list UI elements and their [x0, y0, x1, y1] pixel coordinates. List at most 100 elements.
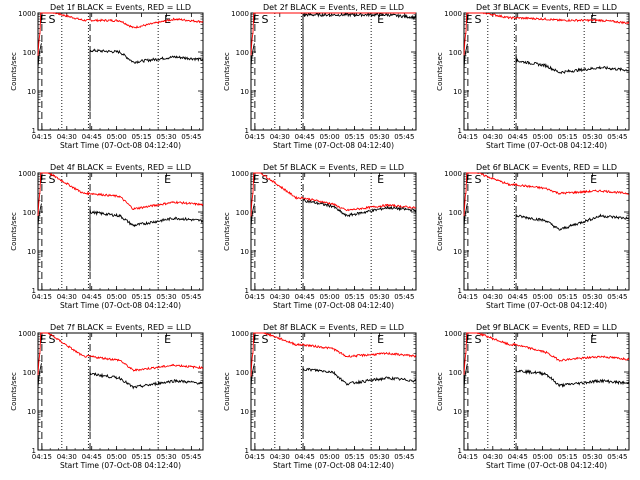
- event-marker-label: S: [262, 173, 269, 186]
- series-events-line: [302, 198, 417, 272]
- x-tick-label: 05:30: [156, 133, 176, 141]
- x-tick-label: 05:00: [320, 293, 340, 301]
- panel-title: Det 9f BLACK = Events, RED = LLD: [476, 323, 617, 332]
- x-tick-label: 04:30: [483, 453, 503, 461]
- x-tick-label: 05:15: [131, 133, 151, 141]
- y-tick-label: 1: [32, 447, 36, 455]
- series-events-line-pre: [463, 203, 468, 228]
- event-marker-label: E: [40, 333, 47, 346]
- panel-5: Det 5f BLACK = Events, RED = LLD 1 10 100 10…: [223, 163, 417, 310]
- y-tick-label: 100: [23, 49, 36, 57]
- panel-title: Det 4f BLACK = Events, RED = LLD: [50, 163, 191, 172]
- series-lld-line: [250, 332, 417, 377]
- y-tick-label: 10: [453, 248, 462, 256]
- y-tick-label: 1000: [18, 10, 36, 18]
- x-tick-label: 05:45: [394, 133, 414, 141]
- x-tick-label: 04:15: [245, 293, 265, 301]
- panel-title: Det 1f BLACK = Events, RED = LLD: [50, 3, 191, 12]
- series-events-line: [515, 53, 630, 112]
- y-axis-label: Counts/sec: [10, 52, 18, 91]
- series-events-line-pre: [250, 203, 255, 228]
- x-axis-label: Start Time (07-Oct-08 04:12:40): [486, 461, 607, 470]
- y-axis-label: Counts/sec: [436, 52, 444, 91]
- x-tick-label: 05:45: [394, 453, 414, 461]
- series-events-line-pre: [37, 203, 42, 227]
- event-marker-label: S: [49, 173, 56, 186]
- event-marker-label: E: [590, 333, 597, 346]
- series-events-line-pre: [250, 43, 255, 67]
- y-axis-label: Counts/sec: [223, 212, 231, 251]
- x-tick-label: 05:30: [582, 293, 602, 301]
- x-tick-label: 04:30: [270, 293, 290, 301]
- panel-title: Det 6f BLACK = Events, RED = LLD: [476, 163, 617, 172]
- event-marker-label: S: [49, 13, 56, 26]
- x-tick-label: 05:15: [557, 133, 577, 141]
- event-marker-label: E: [164, 173, 171, 186]
- y-tick-label: 100: [236, 209, 249, 217]
- y-tick-label: 1: [245, 127, 249, 135]
- y-tick-label: 1000: [444, 10, 462, 18]
- y-tick-label: 1000: [444, 170, 462, 178]
- series-events-line: [515, 368, 630, 432]
- y-tick-label: 1: [458, 447, 462, 455]
- x-tick-label: 05:15: [557, 293, 577, 301]
- x-tick-label: 04:30: [270, 133, 290, 141]
- x-tick-label: 04:45: [82, 453, 102, 461]
- x-tick-label: 04:15: [245, 453, 265, 461]
- x-axis-label: Start Time (07-Oct-08 04:12:40): [273, 141, 394, 150]
- series-events-line-pre: [250, 363, 255, 388]
- event-marker-label: E: [40, 173, 47, 186]
- event-marker-label: S: [262, 13, 269, 26]
- x-tick-label: 04:15: [245, 133, 265, 141]
- series-lld-line: [37, 172, 204, 217]
- x-tick-label: 04:30: [57, 453, 77, 461]
- x-tick-label: 04:15: [32, 293, 52, 301]
- y-tick-label: 1000: [18, 330, 36, 338]
- series-events-line-pre: [37, 43, 42, 68]
- y-tick-label: 10: [240, 88, 249, 96]
- plot-frame: [463, 12, 630, 131]
- plot-frame: [37, 332, 204, 451]
- x-tick-label: 05:00: [107, 133, 127, 141]
- y-tick-label: 10: [240, 248, 249, 256]
- panel-9: Det 9f BLACK = Events, RED = LLD 1 10 100 10…: [436, 323, 630, 470]
- y-tick-label: 10: [453, 408, 462, 416]
- y-tick-label: 1000: [231, 10, 249, 18]
- x-tick-label: 05:45: [181, 133, 201, 141]
- x-tick-label: 04:30: [270, 453, 290, 461]
- event-marker-label: S: [475, 13, 482, 26]
- panel-title: Det 2f BLACK = Events, RED = LLD: [263, 3, 404, 12]
- x-tick-label: 05:00: [320, 453, 340, 461]
- series-events-line: [89, 208, 204, 272]
- plot-frame: [250, 332, 417, 451]
- plot-frame: [463, 332, 630, 451]
- y-tick-label: 100: [236, 369, 249, 377]
- y-tick-label: 100: [449, 209, 462, 217]
- series-lld-line: [37, 332, 204, 376]
- y-tick-label: 1: [458, 287, 462, 295]
- event-marker-label: S: [475, 333, 482, 346]
- y-tick-label: 1000: [231, 330, 249, 338]
- y-axis-label: Counts/sec: [223, 52, 231, 91]
- x-axis-label: Start Time (07-Oct-08 04:12:40): [486, 301, 607, 310]
- x-tick-label: 04:30: [483, 293, 503, 301]
- y-axis-label: Counts/sec: [10, 372, 18, 411]
- panel-7: Det 7f BLACK = Events, RED = LLD 1 10 100 10…: [10, 323, 204, 470]
- panel-8: Det 8f BLACK = Events, RED = LLD 1 10 100 10…: [223, 323, 417, 470]
- event-marker-label: E: [466, 333, 473, 346]
- x-tick-label: 05:15: [344, 133, 364, 141]
- x-tick-label: 05:30: [369, 453, 389, 461]
- event-marker-label: E: [40, 13, 47, 26]
- x-tick-label: 05:45: [607, 133, 627, 141]
- y-tick-label: 100: [23, 209, 36, 217]
- y-tick-label: 10: [453, 88, 462, 96]
- x-tick-label: 04:15: [32, 133, 52, 141]
- series-events-line: [302, 367, 417, 432]
- panel-title: Det 8f BLACK = Events, RED = LLD: [263, 323, 404, 332]
- x-tick-label: 05:30: [369, 133, 389, 141]
- event-marker-label: E: [253, 333, 260, 346]
- x-tick-label: 04:15: [458, 133, 478, 141]
- x-axis-label: Start Time (07-Oct-08 04:12:40): [486, 141, 607, 150]
- y-tick-label: 1000: [231, 170, 249, 178]
- plot-frame: [463, 172, 630, 291]
